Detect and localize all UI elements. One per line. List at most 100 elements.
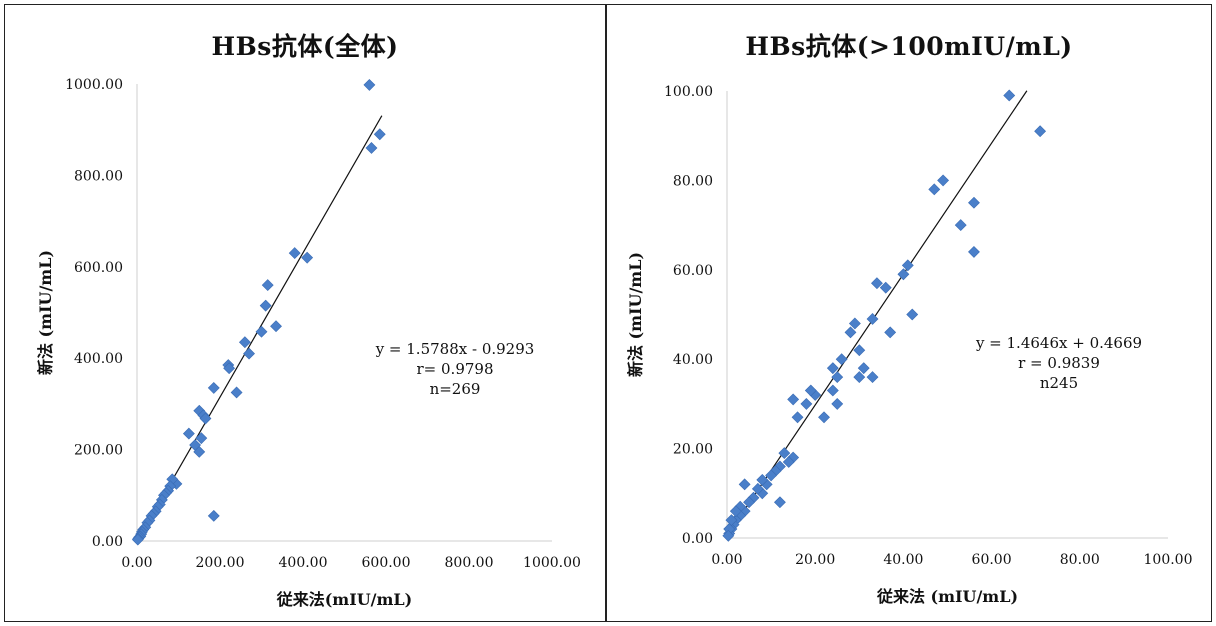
- data-point: [848, 317, 861, 330]
- chart-title: HBs抗体(全体): [211, 32, 399, 61]
- y-tick-label: 100.00: [664, 84, 713, 100]
- data-point: [207, 509, 220, 522]
- data-point: [857, 362, 870, 375]
- data-point: [778, 447, 791, 459]
- x-tick-label: 800.00: [445, 555, 494, 571]
- scatter-chart-left: 0.00 200.00 400.00 600.00 800.00 1000.00 0.00 2…: [36, 77, 581, 609]
- regression-stat: n=269: [430, 380, 481, 398]
- y-axis-title: 新法 (mIU/mL): [626, 252, 645, 377]
- data-point: [928, 183, 941, 196]
- data-point: [787, 393, 800, 406]
- data-point: [800, 397, 813, 410]
- data-point: [131, 533, 144, 546]
- data-point: [255, 325, 268, 338]
- y-tick-label: 40.00: [673, 352, 713, 368]
- data-point: [791, 411, 804, 424]
- regression-stat: n245: [1040, 374, 1078, 392]
- x-tick-label: 200.00: [196, 555, 245, 571]
- regression-stat: y = 1.5788x - 0.9293: [375, 340, 535, 358]
- data-point: [259, 299, 272, 312]
- data-point: [363, 78, 376, 91]
- y-tick-label: 1000.00: [65, 77, 123, 93]
- data-point: [1034, 125, 1047, 138]
- regression-stat: r= 0.9798: [417, 360, 494, 378]
- data-point: [906, 308, 919, 321]
- data-point: [1003, 89, 1016, 102]
- x-tick-label: 100.00: [1144, 552, 1193, 568]
- data-point: [373, 128, 386, 141]
- y-tick-label: 20.00: [673, 442, 713, 458]
- data-point: [238, 336, 251, 349]
- y-tick-label: 80.00: [673, 173, 713, 189]
- x-tick-label: 80.00: [1060, 552, 1100, 568]
- data-point: [751, 482, 764, 495]
- data-point: [301, 251, 314, 264]
- data-point: [853, 371, 866, 384]
- y-tick-label: 800.00: [74, 168, 123, 184]
- y-axis-title: 新法 (mIU/mL): [36, 250, 55, 375]
- scatter-chart-right: 0.00 20.00 40.00 60.00 80.00 100.00 0.00 20.00 4…: [626, 84, 1193, 606]
- data-point: [195, 432, 208, 445]
- regression-stat: y = 1.4646x + 0.4669: [975, 334, 1142, 352]
- data-point: [773, 496, 786, 509]
- data-point: [901, 259, 914, 272]
- data-point: [743, 496, 755, 509]
- y-tick-label: 0.00: [92, 534, 123, 550]
- x-axis-title: 従来法(mIU/mL): [276, 590, 413, 609]
- data-point: [230, 386, 243, 399]
- data-point: [270, 320, 282, 333]
- chart-panel-right: HBs抗体(>100mIU/mL) 0.00 20.00 40.00 60.00 80.…: [606, 4, 1212, 622]
- data-point: [844, 326, 857, 339]
- data-point: [897, 268, 910, 281]
- chart-title: HBs抗体(>100mIU/mL): [745, 32, 1073, 61]
- data-point: [968, 196, 980, 209]
- data-point: [818, 411, 830, 424]
- data-point: [193, 445, 206, 458]
- regression-stat: r = 0.9839: [1018, 354, 1100, 372]
- x-tick-label: 0.00: [711, 552, 742, 568]
- data-point: [879, 281, 892, 294]
- data-point: [853, 344, 866, 357]
- y-tick-label: 200.00: [74, 443, 123, 459]
- x-tick-label: 1000.00: [523, 555, 581, 571]
- data-point: [866, 371, 879, 384]
- x-tick-label: 0.00: [121, 555, 152, 571]
- chart-panel-left: HBs抗体(全体) 0.00 200.00 400.00 600.00 800.00 10…: [4, 4, 606, 622]
- data-point: [756, 473, 769, 486]
- data-point: [243, 347, 255, 360]
- data-point: [207, 381, 220, 394]
- data-point: [835, 353, 848, 366]
- data-point: [765, 469, 778, 482]
- data-point: [365, 142, 378, 154]
- data-point: [199, 412, 212, 425]
- data-point: [937, 174, 950, 187]
- x-tick-label: 60.00: [972, 552, 1012, 568]
- x-tick-label: 20.00: [795, 552, 835, 568]
- x-axis-title: 従来法 (mIU/mL): [876, 587, 1018, 606]
- trendline: [726, 90, 1028, 537]
- data-point: [288, 247, 301, 260]
- data-point: [884, 326, 897, 339]
- data-point: [804, 384, 817, 397]
- x-tick-label: 400.00: [279, 555, 328, 571]
- data-point: [826, 384, 839, 397]
- y-tick-label: 400.00: [74, 351, 123, 367]
- data-point: [831, 397, 844, 410]
- data-point: [831, 371, 844, 384]
- data-point: [954, 219, 967, 232]
- data-point: [871, 277, 883, 290]
- data-point: [223, 362, 236, 375]
- data-point: [968, 245, 980, 258]
- data-point: [729, 505, 742, 518]
- data-point: [866, 313, 879, 325]
- y-tick-label: 0.00: [682, 531, 713, 547]
- data-point: [722, 529, 735, 542]
- data-point: [826, 362, 839, 375]
- y-tick-label: 60.00: [673, 263, 713, 279]
- data-point: [782, 456, 795, 468]
- x-tick-label: 600.00: [362, 555, 411, 571]
- data-point: [261, 279, 274, 292]
- x-tick-label: 40.00: [883, 552, 923, 568]
- y-tick-label: 600.00: [74, 260, 123, 276]
- data-point: [738, 478, 751, 491]
